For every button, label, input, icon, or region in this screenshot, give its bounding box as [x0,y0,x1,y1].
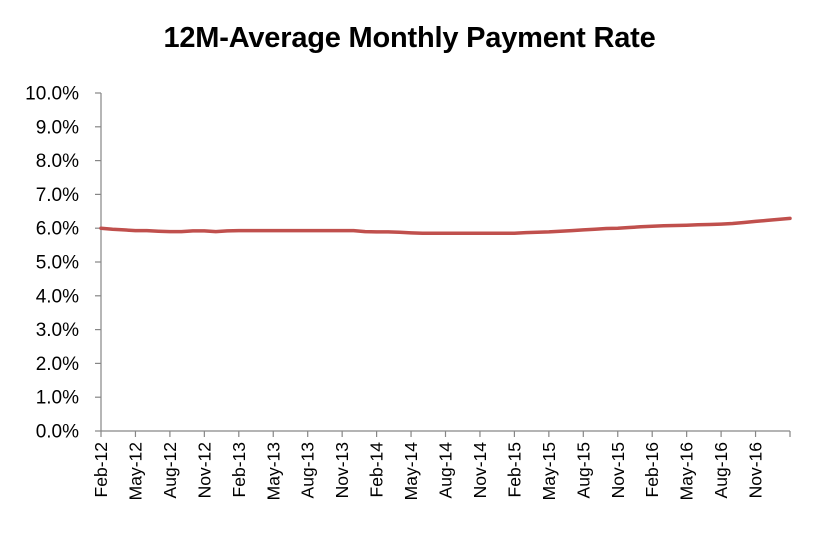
y-tick-label: 6.0% [36,219,79,240]
x-tick-label: Aug-15 [573,442,593,498]
x-tick-label: Aug-14 [436,442,456,499]
x-tick-label: Nov-15 [608,442,628,498]
x-tick-label: Aug-16 [711,442,731,498]
x-tick-label: Nov-14 [470,442,490,499]
x-tick-label: Aug-12 [160,442,180,498]
x-tick-label: May-12 [125,442,145,500]
x-tick-label: Feb-16 [642,442,662,497]
x-tick-label: Feb-14 [367,442,387,498]
x-tick-label: Feb-15 [504,442,524,497]
x-tick-label: Feb-12 [91,442,111,497]
x-tick-label: May-15 [539,442,559,500]
y-tick-label: 7.0% [36,185,79,206]
x-axis: Feb-12 May-12 Aug-12 Nov-12 Feb-13 May-13 Aug-… [91,430,791,501]
series-group [99,216,792,236]
y-tick-label: 10.0% [25,84,79,105]
x-tick-label: Nov-13 [332,442,352,498]
y-tick-label: 5.0% [36,253,79,274]
y-tick-label: 4.0% [36,286,79,307]
x-tick-label: Nov-16 [746,442,766,498]
x-tick-label: May-14 [401,442,421,501]
y-tick-label: 1.0% [36,388,79,409]
y-tick-label: 2.0% [36,354,79,375]
series-line [99,216,792,236]
x-tick-label: Nov-12 [194,442,214,498]
chart-title: 12M-Average Monthly Payment Rate [163,22,656,54]
x-tick-label: Aug-13 [298,442,318,498]
x-tick-label: Feb-13 [229,442,249,497]
x-tick-label: May-16 [677,442,697,500]
x-tick-label: May-13 [263,442,283,500]
y-tick-label: 9.0% [36,117,79,138]
y-tick-label: 3.0% [36,320,79,341]
y-tick-label: 0.0% [36,422,79,443]
y-axis: 0.0% 1.0% 2.0% 3.0% 4.0% 5.0% 6.0% 7.0% 8.0% 9.0%… [25,84,102,443]
y-tick-label: 8.0% [36,151,79,172]
